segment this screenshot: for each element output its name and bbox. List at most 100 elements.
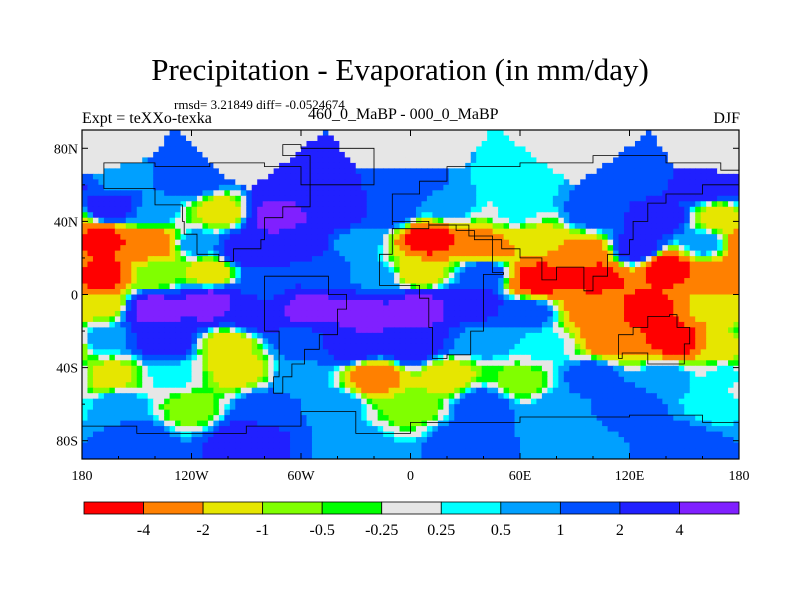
field-cell bbox=[487, 151, 494, 159]
field-cell bbox=[711, 316, 718, 323]
field-cell bbox=[651, 245, 658, 252]
field-cell bbox=[673, 316, 680, 323]
field-cell bbox=[301, 338, 308, 345]
field-cell bbox=[613, 327, 620, 334]
field-cell bbox=[525, 250, 532, 257]
field-cell bbox=[520, 179, 527, 186]
field-cell bbox=[125, 267, 132, 274]
field-cell bbox=[311, 272, 319, 279]
field-cell bbox=[235, 289, 242, 296]
field-cell bbox=[284, 294, 291, 301]
field-cell bbox=[574, 217, 581, 224]
field-cell bbox=[224, 157, 231, 164]
field-cell bbox=[306, 195, 313, 202]
field-cell bbox=[388, 289, 395, 296]
field-cell bbox=[240, 305, 247, 312]
field-cell bbox=[339, 256, 346, 263]
field-cell bbox=[372, 343, 379, 350]
field-cell bbox=[596, 217, 603, 224]
field-cell bbox=[689, 206, 696, 213]
field-cell bbox=[662, 239, 669, 246]
field-cell bbox=[328, 310, 335, 318]
field-cell bbox=[541, 168, 548, 175]
field-cell bbox=[246, 245, 253, 252]
field-cell bbox=[147, 354, 154, 361]
field-cell bbox=[454, 349, 461, 356]
field-cell bbox=[361, 151, 368, 159]
field-cell bbox=[394, 239, 401, 246]
field-cell bbox=[454, 184, 461, 191]
field-cell bbox=[317, 190, 324, 197]
field-cell bbox=[186, 201, 193, 208]
field-cell bbox=[514, 321, 521, 328]
field-cell bbox=[656, 245, 663, 252]
field-cell bbox=[733, 305, 739, 312]
field-cell bbox=[459, 239, 466, 246]
field-cell bbox=[437, 321, 444, 328]
field-cell bbox=[585, 305, 592, 312]
field-cell bbox=[574, 223, 581, 230]
field-cell bbox=[591, 327, 598, 334]
field-cell bbox=[158, 332, 165, 339]
field-cell bbox=[361, 223, 368, 230]
field-cell bbox=[618, 228, 625, 235]
field-cell bbox=[487, 146, 494, 153]
field-cell bbox=[136, 294, 143, 301]
field-cell bbox=[437, 179, 444, 186]
field-cell bbox=[290, 146, 297, 153]
field-cell bbox=[634, 184, 642, 191]
field-cell bbox=[558, 195, 565, 202]
field-cell bbox=[717, 239, 724, 246]
field-cell bbox=[186, 250, 193, 257]
field-cell bbox=[717, 223, 724, 230]
field-cell bbox=[366, 168, 373, 175]
field-cell bbox=[651, 135, 658, 142]
field-cell bbox=[388, 234, 395, 241]
field-cell bbox=[498, 310, 505, 318]
field-cell bbox=[213, 245, 220, 252]
field-cell bbox=[574, 349, 581, 356]
field-cell bbox=[306, 151, 313, 159]
field-cell bbox=[284, 140, 291, 148]
field-cell bbox=[503, 289, 510, 296]
field-cell bbox=[667, 272, 674, 279]
field-cell bbox=[268, 267, 275, 274]
field-cell bbox=[246, 354, 253, 361]
field-cell bbox=[520, 316, 527, 323]
field-cell bbox=[547, 130, 554, 137]
field-cell bbox=[301, 272, 308, 279]
field-cell bbox=[186, 173, 193, 180]
field-cell bbox=[552, 343, 559, 350]
field-cell bbox=[257, 195, 264, 202]
field-cell bbox=[465, 195, 472, 202]
field-cell bbox=[645, 267, 652, 274]
field-cell bbox=[585, 332, 592, 339]
field-cell bbox=[394, 250, 401, 257]
field-cell bbox=[350, 223, 357, 230]
field-cell bbox=[706, 223, 713, 230]
field-cell bbox=[613, 283, 620, 290]
field-cell bbox=[689, 201, 696, 208]
field-cell bbox=[114, 157, 121, 164]
field-cell bbox=[196, 283, 204, 290]
field-cell bbox=[355, 299, 362, 307]
field-cell bbox=[514, 130, 521, 137]
field-cell bbox=[125, 162, 132, 169]
field-cell bbox=[131, 272, 138, 279]
field-cell bbox=[421, 289, 428, 296]
field-cell bbox=[328, 299, 335, 307]
field-cell bbox=[656, 135, 663, 142]
field-cell bbox=[421, 294, 428, 301]
field-cell bbox=[454, 343, 461, 350]
field-cell bbox=[563, 135, 570, 142]
field-cell bbox=[339, 157, 346, 164]
field-cell bbox=[558, 151, 565, 159]
field-cell bbox=[536, 239, 543, 246]
field-cell bbox=[651, 305, 658, 312]
field-cell bbox=[569, 190, 576, 197]
field-cell bbox=[207, 168, 214, 175]
field-cell bbox=[284, 179, 291, 186]
field-cell bbox=[580, 179, 587, 186]
field-cell bbox=[596, 256, 603, 263]
field-cell bbox=[224, 135, 231, 142]
